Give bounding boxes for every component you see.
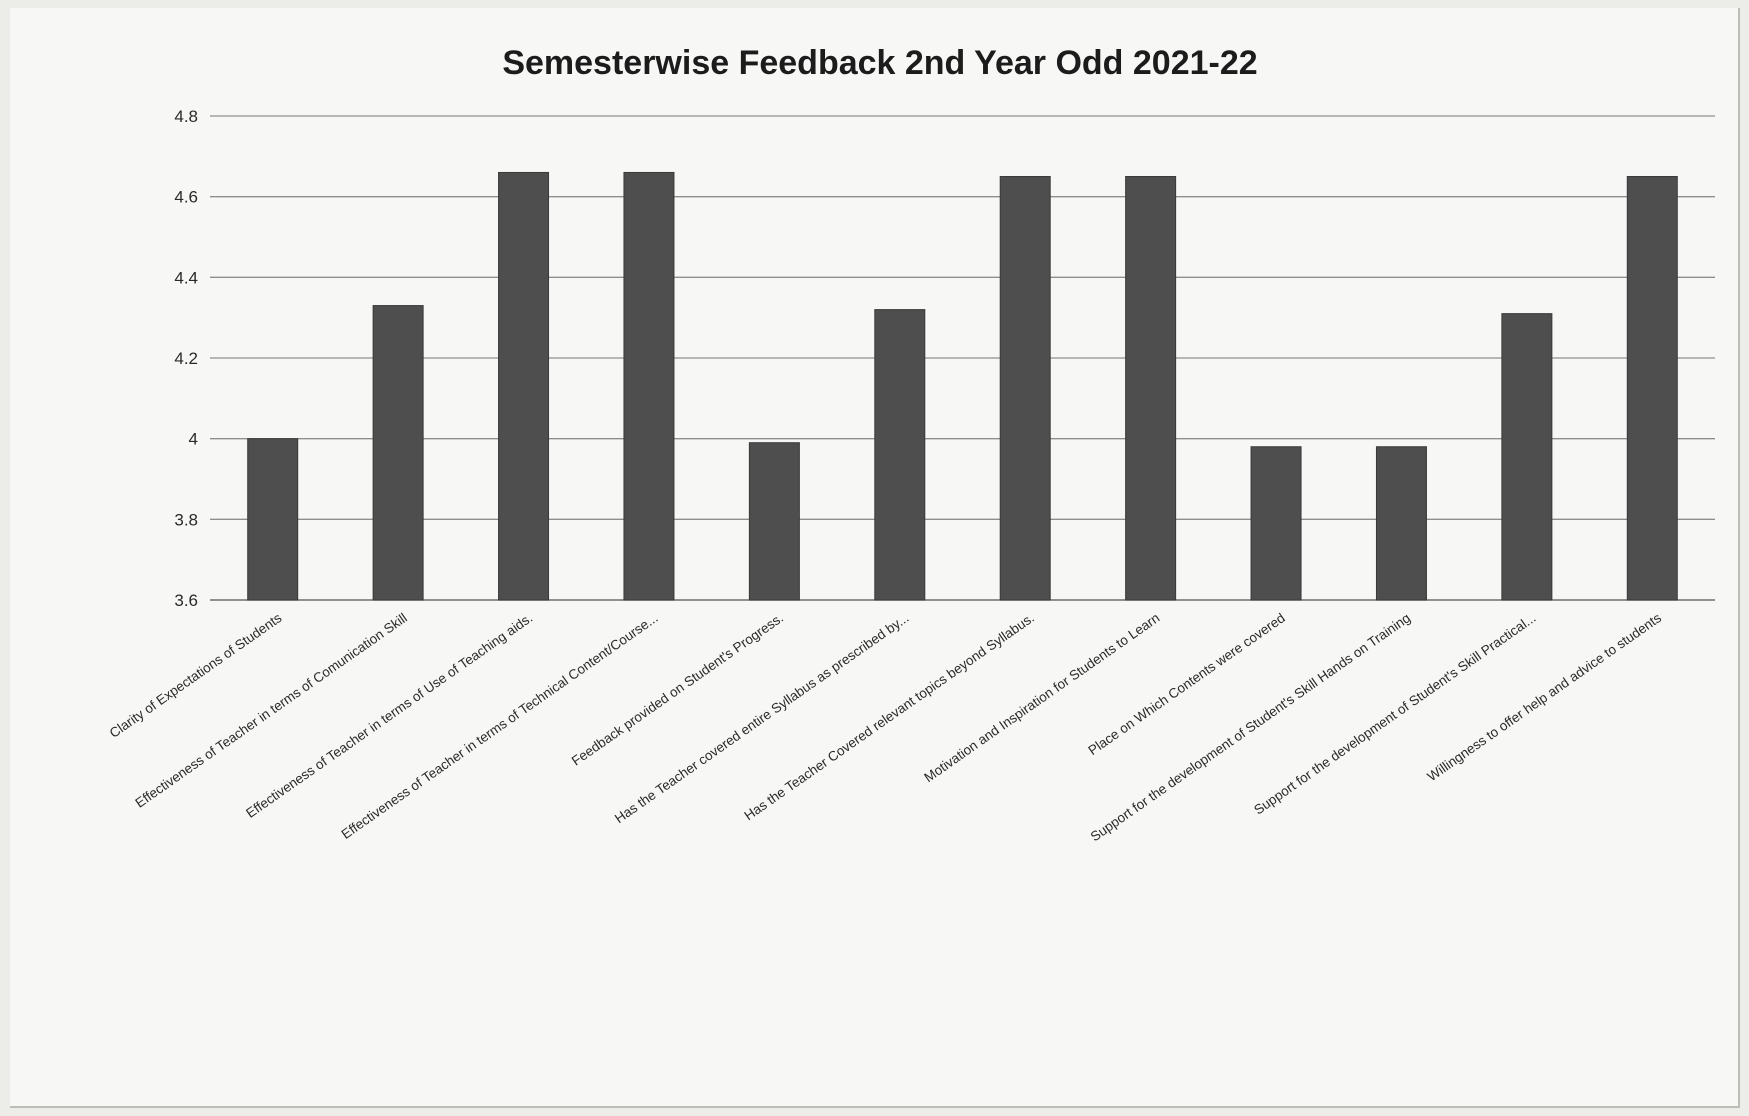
bar (748, 442, 800, 601)
bars (247, 171, 1678, 601)
bar (372, 305, 424, 601)
bar (874, 309, 926, 601)
x-axis-labels: Clarity of Expectations of StudentsEffec… (107, 610, 1664, 844)
gridlines (210, 115, 1715, 601)
bar (623, 171, 675, 601)
x-tick-label: Effectiveness of Teacher in terms of Use… (243, 610, 535, 821)
y-tick-label: 3.6 (174, 591, 198, 610)
y-tick-label: 4 (189, 430, 198, 449)
scanned-sheet: Semesterwise Feedback 2nd Year Odd 2021-… (10, 8, 1740, 1108)
y-tick-label: 4.2 (174, 349, 198, 368)
x-tick-label: Has the Teacher covered entire Syllabus … (612, 610, 912, 826)
y-axis-ticks: 3.6 3.8 4 4.2 4.4 4.6 4.8 (174, 107, 198, 610)
x-tick-label: Motivation and Inspiration for Students … (921, 610, 1162, 785)
bar (999, 176, 1051, 601)
bar-chart: Semesterwise Feedback 2nd Year Odd 2021-… (107, 44, 1715, 844)
bar (1125, 176, 1177, 601)
y-tick-label: 4.8 (174, 107, 198, 126)
bar (1501, 313, 1553, 601)
x-tick-label: Effectiveness of Teacher in terms of Com… (132, 610, 409, 811)
bar (1250, 446, 1302, 601)
bar (1626, 176, 1678, 601)
y-tick-label: 4.6 (174, 188, 198, 207)
x-tick-label: Has the Teacher Covered relevant topics … (741, 610, 1036, 823)
bar (247, 438, 299, 601)
bar (1375, 446, 1427, 601)
y-tick-label: 3.8 (174, 510, 198, 529)
y-tick-label: 4.4 (174, 268, 198, 287)
x-tick-label: Place on Which Contents were covered (1086, 610, 1288, 758)
chart-title: Semesterwise Feedback 2nd Year Odd 2021-… (502, 44, 1257, 82)
bar (498, 171, 550, 601)
x-tick-label: Willingness to offer help and advice to … (1424, 610, 1664, 784)
x-tick-label: Feedback provided on Student's Progress. (569, 610, 786, 768)
x-tick-label: Support for the development of Student's… (1251, 610, 1538, 817)
